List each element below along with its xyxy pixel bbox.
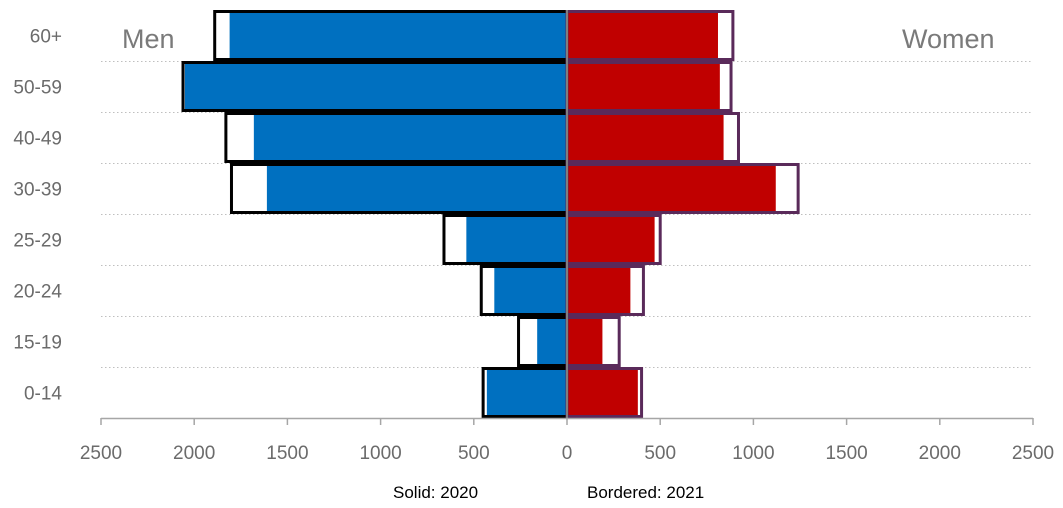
x-tick-label: 2500	[1012, 443, 1054, 464]
bar-women-2020	[567, 61, 720, 112]
x-tick-label: 2000	[919, 443, 961, 464]
x-tick-label: 1500	[266, 443, 308, 464]
category-label: 25-29	[13, 231, 62, 252]
bar-women-2020	[567, 214, 655, 265]
bar-men-2020	[229, 10, 567, 61]
bar-women-2020	[567, 316, 603, 367]
bar-men-2020	[537, 316, 567, 367]
category-label: 0-14	[24, 384, 62, 405]
bar-men-2020	[266, 163, 567, 214]
x-axis: 2500 2000 1500 1000 500 0 500 1000 1500 2000 2500	[80, 417, 1054, 464]
men-label: Men	[122, 24, 175, 54]
bar-women-2020	[567, 112, 724, 163]
bar-men-2020	[253, 112, 567, 163]
category-label: 60+	[30, 27, 62, 48]
x-tick-label: 0	[562, 443, 573, 464]
bar-women-2020	[567, 265, 631, 316]
x-tick-label: 2500	[80, 443, 122, 464]
category-label: 30-39	[13, 180, 62, 201]
x-tick-label: 1500	[825, 443, 867, 464]
x-tick-label: 500	[458, 443, 490, 464]
women-label: Women	[902, 24, 995, 54]
x-tick-label: 1000	[359, 443, 401, 464]
bar-men-2020	[184, 61, 567, 112]
x-tick-label: 1000	[732, 443, 774, 464]
bar-men-2020	[494, 265, 567, 316]
bar-women-2020	[567, 367, 638, 418]
bars	[181, 10, 800, 418]
grid-lines	[101, 61, 1033, 368]
x-tick-label: 500	[644, 443, 676, 464]
bar-women-2020	[567, 10, 718, 61]
bar-men-2020	[486, 367, 567, 418]
legend-bordered-2021: Bordered: 2021	[587, 483, 704, 502]
category-label: 20-24	[13, 282, 62, 303]
category-label: 40-49	[13, 129, 62, 150]
x-tick-label: 2000	[173, 443, 215, 464]
bar-women-2020	[567, 163, 776, 214]
legend-solid-2020: Solid: 2020	[393, 483, 478, 502]
category-label: 15-19	[13, 333, 62, 354]
bar-men-2020	[466, 214, 567, 265]
category-labels: 60+ 50-59 40-49 30-39 25-29 20-24 15-19 0-14	[13, 27, 62, 405]
category-label: 50-59	[13, 78, 62, 99]
